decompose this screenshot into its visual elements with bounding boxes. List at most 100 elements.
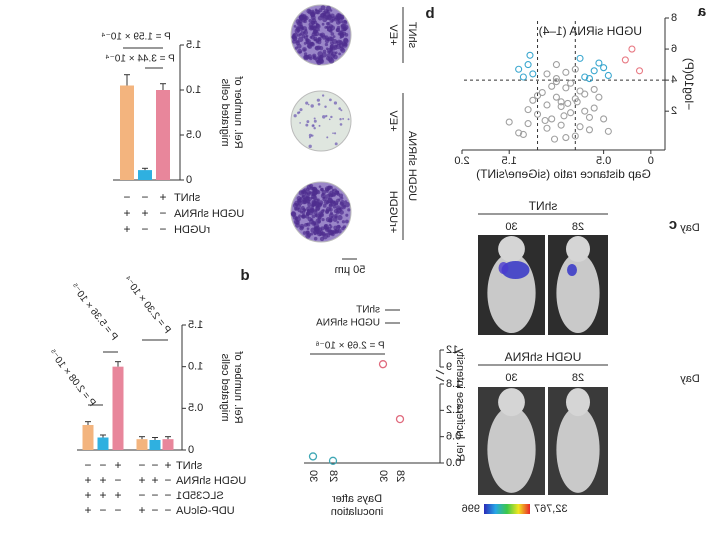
colony <box>297 19 301 23</box>
colony <box>294 28 300 34</box>
colony <box>295 40 300 44</box>
condition-sign: + <box>99 473 106 487</box>
colony <box>302 231 307 235</box>
axis-break <box>435 376 445 382</box>
point <box>533 92 542 100</box>
panel-label: b <box>425 5 434 22</box>
colony <box>329 44 334 49</box>
condition-sign: + <box>164 458 171 472</box>
point <box>529 70 537 78</box>
day-label: Day <box>680 222 700 234</box>
condition-label: UDP-GlcUA <box>175 505 234 517</box>
colony <box>299 210 303 214</box>
colony <box>322 49 327 54</box>
x-axis-label: Gap distance ratio (siGene/siNT) <box>476 167 651 181</box>
scale-bar-label: 50 µm <box>335 264 366 276</box>
colony <box>339 201 344 207</box>
signal <box>501 261 530 279</box>
group-label: shNT <box>406 22 418 49</box>
colorbar-label: 996 <box>462 503 480 515</box>
colony <box>310 20 316 25</box>
point <box>576 54 584 62</box>
chart-title: UGDH siRNA (1–4) <box>539 24 642 38</box>
y-axis-label: migrated cells <box>219 78 231 146</box>
colony <box>316 59 322 66</box>
y-tick-label: 1.2 <box>446 404 461 416</box>
condition-label: rUGDH <box>174 224 210 236</box>
y-tick-label: 1.0 <box>188 361 203 373</box>
colony <box>317 15 323 21</box>
colony <box>325 47 329 51</box>
condition-sign: − <box>84 458 91 472</box>
colony <box>309 42 314 46</box>
colony <box>329 185 332 189</box>
colony <box>332 132 334 135</box>
colony <box>315 206 320 212</box>
colony <box>297 198 301 202</box>
y-tick-label: 4 <box>671 74 677 86</box>
colony <box>341 220 346 224</box>
colony <box>327 21 331 26</box>
colony <box>339 207 343 211</box>
bar <box>120 85 134 180</box>
colony <box>313 221 317 225</box>
x-tick-label: 0.5 <box>596 155 611 167</box>
day-label: Day <box>680 373 700 385</box>
condition-sign: − <box>151 503 158 517</box>
colony <box>298 214 302 218</box>
colony <box>301 189 306 194</box>
colony <box>342 205 346 208</box>
point <box>562 68 570 76</box>
colony <box>299 33 302 36</box>
colony <box>335 40 339 44</box>
colony <box>290 211 296 217</box>
colony <box>330 41 334 45</box>
colony <box>338 193 344 198</box>
colony <box>308 56 313 61</box>
colony <box>314 227 320 233</box>
point <box>590 67 598 75</box>
colony <box>315 213 320 218</box>
condition-label: shNT <box>176 460 203 472</box>
colony <box>321 94 325 97</box>
condition-sign: − <box>114 473 121 487</box>
mouse-body <box>556 253 600 333</box>
colony <box>338 107 341 110</box>
y-tick-label: 0.5 <box>188 402 203 414</box>
colony <box>337 214 343 221</box>
y-tick-label: 1.0 <box>186 84 201 96</box>
colony <box>302 47 307 52</box>
colony <box>329 18 334 23</box>
point <box>557 102 565 111</box>
point <box>552 93 560 101</box>
colony <box>339 36 342 39</box>
point <box>308 452 318 461</box>
condition-sign: − <box>164 473 171 487</box>
colony <box>328 118 331 121</box>
colony <box>310 104 314 108</box>
colony <box>336 224 341 230</box>
condition-sign: − <box>164 488 171 502</box>
point <box>557 121 565 129</box>
colony <box>310 227 316 233</box>
colony <box>306 41 311 45</box>
point <box>524 61 532 69</box>
colony <box>334 142 338 146</box>
mouse-head <box>498 388 525 417</box>
colony <box>293 114 297 118</box>
condition-sign: + <box>84 503 91 517</box>
row-label: +EV <box>387 110 399 132</box>
colony <box>296 21 302 27</box>
colony <box>333 208 339 214</box>
bar <box>162 439 174 450</box>
colony <box>313 236 318 241</box>
bar <box>156 90 170 180</box>
mirrored-figure: a 0 0.5 1.5 2.0 2 4 6 8 UGDH siRNA (1–4) Gap dista… <box>46 3 706 518</box>
colony <box>314 33 317 37</box>
colony <box>292 202 299 209</box>
condition-sign: + <box>138 473 145 487</box>
colony <box>321 52 327 58</box>
point <box>581 90 589 98</box>
colony <box>326 136 329 139</box>
point <box>328 456 338 465</box>
